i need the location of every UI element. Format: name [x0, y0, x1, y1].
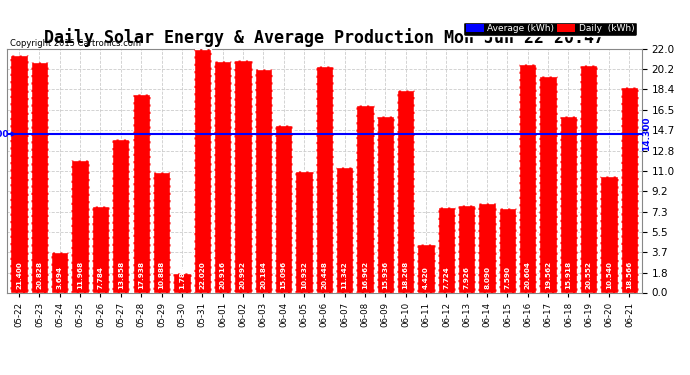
Text: 8.090: 8.090: [484, 266, 490, 289]
Text: 20.916: 20.916: [219, 261, 226, 289]
Bar: [397, 90, 414, 292]
Text: 7.784: 7.784: [97, 266, 104, 289]
Text: 13.858: 13.858: [118, 261, 124, 289]
Text: 3.694: 3.694: [57, 266, 63, 289]
Text: 20.552: 20.552: [586, 261, 592, 289]
Text: 20.828: 20.828: [37, 261, 43, 289]
Text: 14.300: 14.300: [642, 117, 651, 151]
Bar: [356, 105, 374, 292]
Text: 14.300: 14.300: [0, 130, 15, 139]
Text: 20.448: 20.448: [322, 261, 327, 289]
Text: 7.926: 7.926: [464, 266, 470, 289]
Bar: [580, 65, 598, 292]
Text: 20.184: 20.184: [260, 261, 266, 289]
Text: 10.540: 10.540: [606, 261, 612, 289]
Bar: [132, 94, 150, 292]
Bar: [417, 243, 435, 292]
Bar: [377, 116, 394, 292]
Text: 11.342: 11.342: [342, 261, 348, 289]
Bar: [499, 209, 516, 292]
Text: 20.604: 20.604: [525, 261, 531, 289]
Text: 17.938: 17.938: [138, 261, 144, 289]
Text: 16.962: 16.962: [362, 261, 368, 289]
Bar: [275, 125, 293, 292]
Text: 15.936: 15.936: [382, 261, 388, 289]
Text: 22.020: 22.020: [199, 261, 205, 289]
Title: Daily Solar Energy & Average Production Mon Jun 22 20:47: Daily Solar Energy & Average Production …: [44, 28, 604, 47]
Text: 21.400: 21.400: [16, 261, 22, 289]
Text: Copyright 2015 Cartronics.com: Copyright 2015 Cartronics.com: [10, 39, 141, 48]
Legend: Average (kWh), Daily  (kWh): Average (kWh), Daily (kWh): [463, 22, 637, 36]
Bar: [194, 48, 211, 292]
Bar: [10, 56, 28, 292]
Bar: [112, 139, 130, 292]
Text: 10.888: 10.888: [159, 261, 164, 289]
Bar: [336, 167, 353, 292]
Bar: [540, 76, 557, 292]
Bar: [600, 176, 618, 292]
Bar: [315, 66, 333, 292]
Bar: [519, 64, 536, 292]
Text: 11.968: 11.968: [77, 261, 83, 289]
Text: 1.784: 1.784: [179, 266, 185, 289]
Bar: [153, 172, 170, 292]
Text: 7.724: 7.724: [444, 266, 449, 289]
Bar: [214, 61, 231, 292]
Text: 18.268: 18.268: [403, 261, 408, 289]
Bar: [31, 62, 48, 292]
Text: 18.566: 18.566: [627, 261, 633, 289]
Bar: [72, 160, 89, 292]
Bar: [437, 207, 455, 292]
Text: 7.590: 7.590: [504, 266, 511, 289]
Bar: [255, 69, 272, 292]
Bar: [560, 116, 577, 292]
Text: 4.420: 4.420: [423, 266, 429, 289]
Text: 15.096: 15.096: [281, 261, 286, 289]
Bar: [173, 273, 190, 292]
Bar: [478, 203, 495, 292]
Text: 10.932: 10.932: [301, 261, 307, 289]
Text: 20.992: 20.992: [240, 261, 246, 289]
Bar: [51, 252, 68, 292]
Bar: [295, 171, 313, 292]
Text: 15.918: 15.918: [565, 261, 571, 289]
Text: 19.562: 19.562: [545, 261, 551, 289]
Bar: [458, 205, 475, 292]
Bar: [621, 87, 638, 292]
Bar: [235, 60, 252, 292]
Bar: [92, 206, 109, 292]
